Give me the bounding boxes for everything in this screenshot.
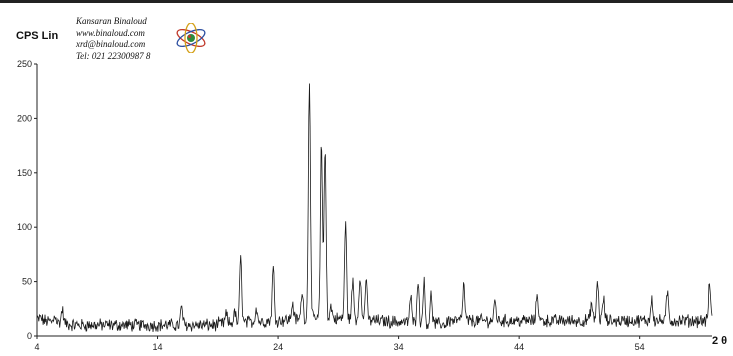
chart-ticks: 0 50 100 150 200 250 4 14 24 34 44 54 — [17, 59, 645, 352]
y-tick-label: 50 — [22, 277, 32, 287]
y-tick-label: 150 — [17, 168, 32, 178]
top-border — [0, 0, 733, 3]
chart-axes — [36, 64, 712, 337]
atom-logo-icon — [176, 23, 206, 53]
x-tick-label: 54 — [635, 342, 645, 352]
company-info: Kansaran Binaloud www.binaloud.com xrd@b… — [76, 16, 150, 62]
company-website: www.binaloud.com — [76, 27, 145, 38]
company-email: xrd@binaloud.com — [76, 39, 146, 49]
x-tick-label: 4 — [34, 342, 39, 352]
x-axis-label: 2 θ — [712, 335, 728, 347]
x-tick-label: 34 — [394, 342, 404, 352]
y-tick-label: 250 — [17, 59, 32, 69]
company-phone: Tel: 021 22300987 8 — [76, 50, 151, 61]
y-axis-label: CPS Lin — [16, 30, 59, 42]
y-tick-label: 100 — [17, 222, 32, 232]
y-tick-label: 200 — [17, 113, 32, 123]
x-tick-label: 24 — [273, 342, 283, 352]
x-tick-label: 14 — [153, 342, 163, 352]
company-name: Kansaran Binaloud — [76, 16, 147, 26]
x-tick-label: 44 — [514, 342, 524, 352]
y-tick-label: 0 — [27, 331, 32, 341]
diffraction-series-line — [36, 83, 713, 333]
